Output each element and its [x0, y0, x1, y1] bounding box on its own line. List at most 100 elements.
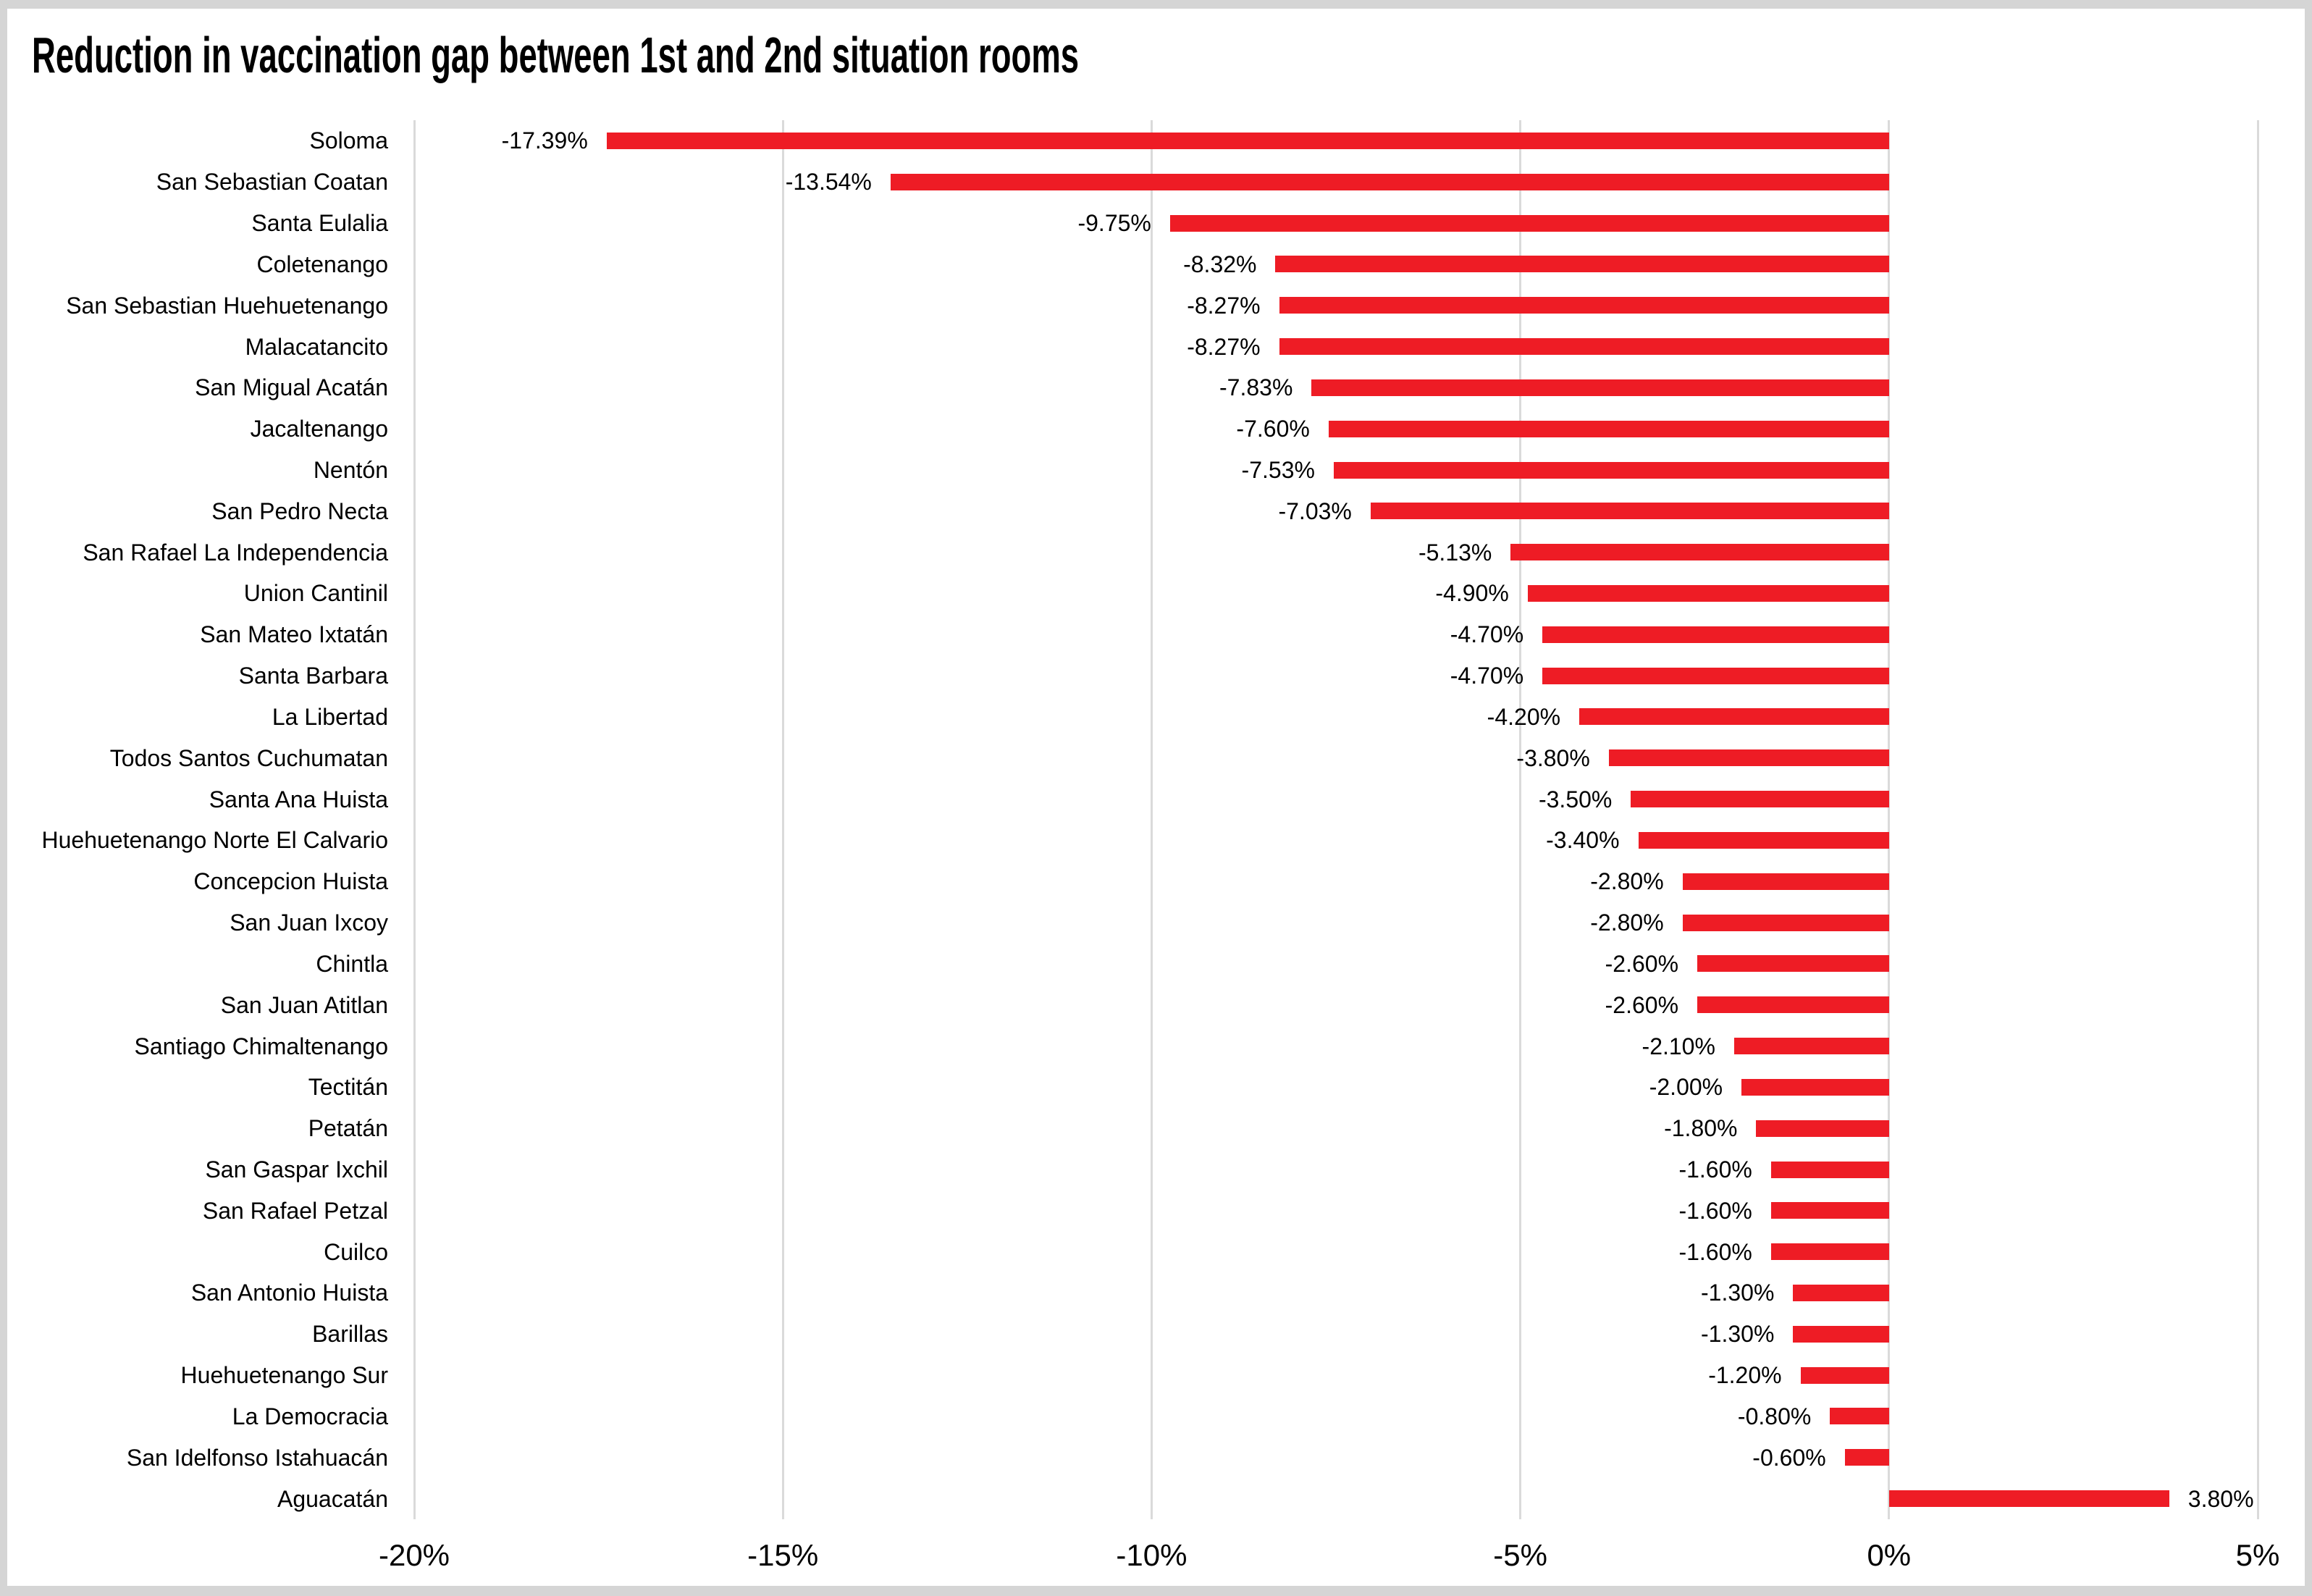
value-label: -2.60%: [1605, 991, 1679, 1018]
value-label: -3.50%: [1538, 786, 1613, 812]
bar: [1733, 1038, 1889, 1055]
bar: [1770, 1202, 1889, 1219]
bar: [1542, 626, 1889, 643]
bar: [1275, 256, 1889, 273]
value-label: -2.60%: [1605, 950, 1679, 977]
value-label: -4.20%: [1487, 703, 1561, 730]
value-label: -17.39%: [501, 127, 588, 154]
bar: [1770, 1161, 1889, 1178]
category-label: Union Cantinil: [243, 580, 388, 607]
bar: [1169, 214, 1889, 232]
x-tick-label: -20%: [378, 1538, 450, 1572]
gridline--20%: [413, 120, 416, 1519]
x-tick-label: 0%: [1867, 1538, 1912, 1572]
value-label: -2.00%: [1649, 1074, 1723, 1101]
category-label: San Pedro Necta: [211, 497, 388, 524]
category-label: Huehuetenango Sur: [180, 1362, 388, 1389]
bar: [1888, 1490, 2169, 1508]
gridline-5%: [2256, 120, 2259, 1519]
category-label: San Migual Acatán: [195, 374, 388, 401]
value-label: -0.60%: [1752, 1444, 1826, 1471]
bar: [1793, 1325, 1889, 1343]
value-label: 3.80%: [2187, 1485, 2254, 1512]
bar: [1793, 1284, 1889, 1301]
category-label: San Rafael Petzal: [202, 1197, 388, 1224]
chart-title: Reduction in vaccination gap between 1st…: [32, 27, 1080, 83]
bar: [1844, 1449, 1889, 1466]
bar: [606, 132, 1889, 149]
value-label: -4.90%: [1435, 580, 1509, 607]
value-label: -13.54%: [785, 169, 872, 196]
bar: [1279, 297, 1889, 314]
category-label: San Antonio Huista: [190, 1280, 388, 1306]
x-tick-label: -10%: [1116, 1538, 1187, 1572]
value-label: -0.80%: [1737, 1403, 1812, 1429]
category-label: Chintla: [316, 950, 388, 977]
bar: [1542, 667, 1889, 684]
category-label: Cuilco: [324, 1238, 388, 1265]
bar: [1631, 791, 1889, 808]
bar: [1608, 749, 1889, 767]
value-label: -1.30%: [1701, 1321, 1775, 1348]
bar: [1579, 708, 1889, 726]
value-label: -1.60%: [1678, 1156, 1752, 1183]
value-label: -5.13%: [1418, 539, 1492, 566]
value-label: -1.60%: [1678, 1238, 1752, 1265]
bar: [1328, 420, 1889, 437]
category-label: San Rafael La Independencia: [83, 539, 388, 566]
value-label: -2.80%: [1590, 910, 1664, 936]
category-label: Concepcion Huista: [193, 868, 388, 895]
plot-area: [413, 120, 2259, 1519]
bar: [1830, 1408, 1889, 1425]
value-label: -7.53%: [1241, 457, 1315, 483]
bar: [1697, 996, 1889, 1014]
category-label: Todos Santos Cuchumatan: [109, 744, 388, 771]
gridline-0%: [1888, 120, 1891, 1519]
category-label: Barillas: [312, 1321, 388, 1348]
bar: [1756, 1120, 1889, 1137]
bar: [1527, 584, 1889, 602]
value-label: -1.80%: [1664, 1115, 1738, 1142]
bar: [1800, 1366, 1889, 1384]
value-label: -2.10%: [1641, 1033, 1715, 1059]
bar: [1741, 1078, 1889, 1096]
category-label: Huehuetenango Norte El Calvario: [41, 827, 388, 854]
value-label: -7.03%: [1278, 497, 1352, 524]
category-label: Nentón: [313, 457, 388, 483]
bar: [1638, 831, 1889, 849]
category-label: La Libertad: [272, 703, 388, 730]
category-label: La Democracia: [232, 1403, 388, 1429]
value-label: -3.40%: [1546, 827, 1620, 854]
value-label: -4.70%: [1450, 621, 1524, 648]
value-label: -9.75%: [1077, 210, 1151, 237]
category-label: Coletenango: [256, 251, 388, 277]
value-label: -1.30%: [1701, 1280, 1775, 1306]
x-tick-label: -15%: [747, 1538, 819, 1572]
bar: [1682, 873, 1889, 890]
gridline--5%: [1519, 120, 1522, 1519]
chart-canvas: Reduction in vaccination gap between 1st…: [7, 9, 2305, 1586]
category-label: Jacaltenango: [250, 416, 388, 442]
category-label: San Gaspar Ixchil: [205, 1156, 388, 1183]
bar: [890, 173, 1889, 190]
bar: [1770, 1243, 1889, 1261]
category-label: Tectitán: [308, 1074, 388, 1101]
bar: [1697, 955, 1889, 973]
value-label: -4.70%: [1450, 663, 1524, 689]
category-label: Malacatancito: [245, 333, 388, 360]
value-label: -8.27%: [1187, 333, 1261, 360]
category-label: Petatán: [308, 1115, 388, 1142]
category-label: San Juan Atitlan: [220, 991, 388, 1018]
bar: [1333, 461, 1889, 479]
x-tick-label: -5%: [1493, 1538, 1547, 1572]
category-label: Soloma: [309, 127, 389, 154]
gridline--10%: [1150, 120, 1153, 1519]
value-label: -3.80%: [1516, 744, 1590, 771]
value-label: -8.32%: [1183, 251, 1257, 277]
category-label: San Mateo Ixtatán: [200, 621, 388, 648]
value-label: -7.60%: [1236, 416, 1310, 442]
category-label: San Juan Ixcoy: [230, 910, 388, 936]
category-label: San Idelfonso Istahuacán: [126, 1444, 388, 1471]
category-label: Aguacatán: [277, 1485, 388, 1512]
value-label: -1.60%: [1678, 1197, 1752, 1224]
